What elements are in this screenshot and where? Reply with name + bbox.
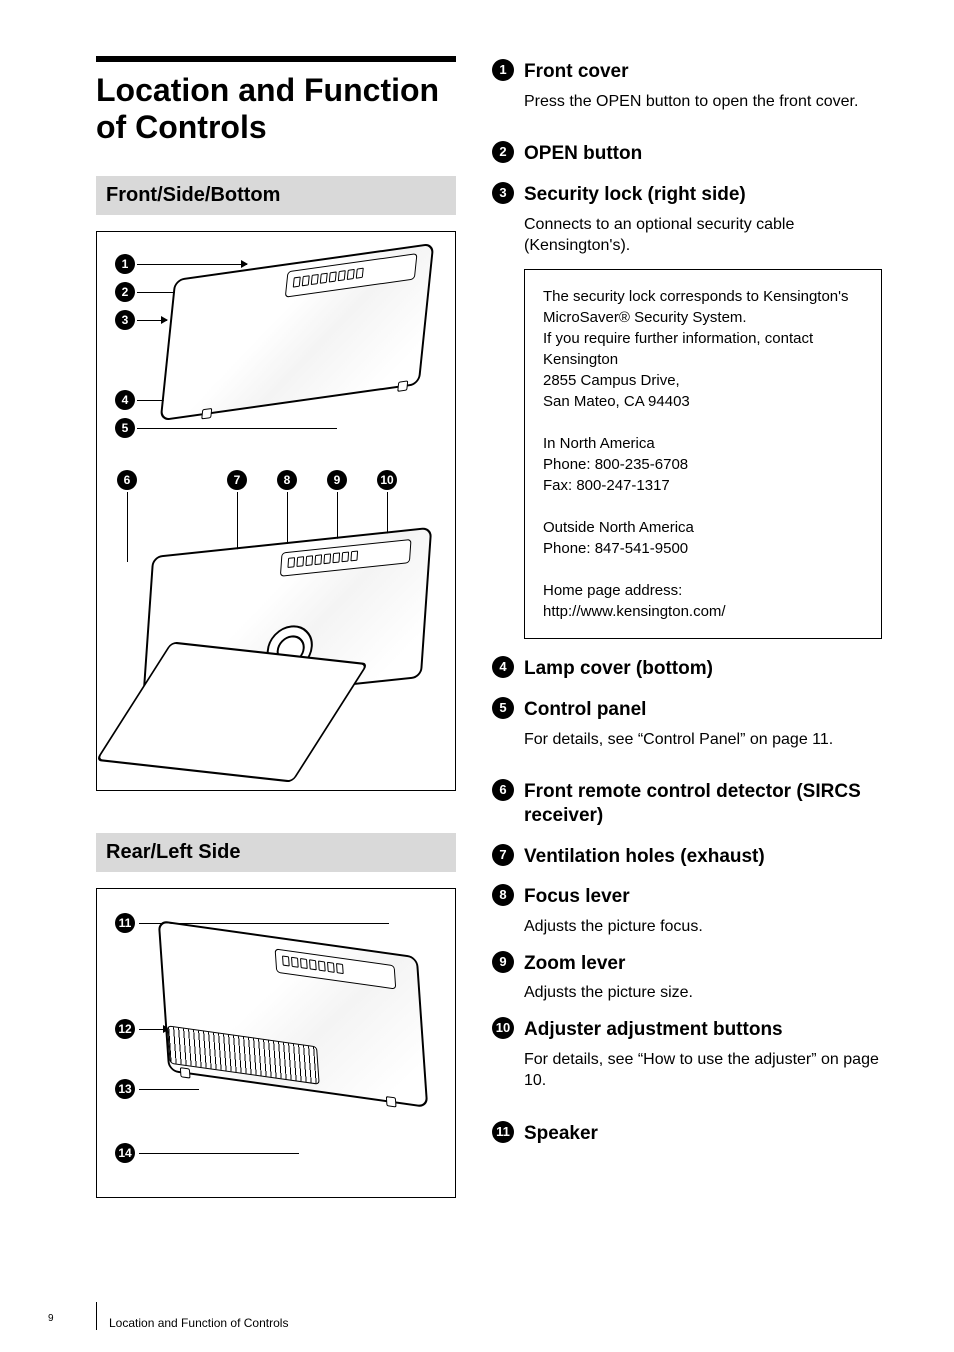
- section-heading-front: Front/Side/Bottom: [96, 176, 456, 215]
- callout-9-icon: 9: [327, 470, 347, 490]
- callout-1-icon: 1: [115, 254, 135, 274]
- figure-front-side-bottom: 1 2 3 4 5: [96, 231, 456, 791]
- item-label: Control panel: [524, 697, 882, 722]
- list-item: 3 Security lock (right side): [492, 179, 882, 210]
- figure-rear-left-side: 11 12 13 14: [96, 888, 456, 1198]
- item-label: OPEN button: [524, 141, 882, 166]
- list-item: 7 Ventilation holes (exhaust): [492, 841, 882, 872]
- list-item: 10 Adjuster adjustment buttons: [492, 1014, 882, 1045]
- right-column: 1 Front cover Press the OPEN button to op…: [492, 56, 882, 1198]
- item-label: Ventilation holes (exhaust): [524, 844, 882, 869]
- bullet-11-icon: 11: [492, 1121, 514, 1143]
- callout-11-icon: 11: [115, 913, 135, 933]
- adjuster-foot: [201, 408, 212, 420]
- bullet-3-icon: 3: [492, 182, 514, 204]
- page-footer: Location and Function of Controls: [96, 1302, 288, 1330]
- bullet-1-icon: 1: [492, 59, 514, 81]
- callout-4-icon: 4: [115, 390, 135, 410]
- two-column-layout: Location and Function of Controls Front/…: [96, 56, 882, 1198]
- callout-12-icon: 12: [115, 1019, 135, 1039]
- item-label: Front cover: [524, 59, 882, 84]
- bullet-9-icon: 9: [492, 951, 514, 973]
- callout-6-icon: 6: [117, 470, 137, 490]
- callout-13-icon: 13: [115, 1079, 135, 1099]
- list-item: 9 Zoom lever: [492, 948, 882, 979]
- section-heading-rear: Rear/Left Side: [96, 833, 456, 872]
- adjuster-foot: [386, 1096, 397, 1108]
- leader-line: [139, 1089, 199, 1090]
- leader-line: [137, 264, 247, 265]
- callout-10-icon: 10: [377, 470, 397, 490]
- front-cover-flap: [95, 641, 368, 782]
- bullet-5-icon: 5: [492, 697, 514, 719]
- list-item: 6 Front remote control detector (SIRCS re…: [492, 776, 882, 831]
- item-subtext: Press the OPEN button to open the front …: [524, 91, 882, 113]
- list-item: 1 Front cover: [492, 56, 882, 87]
- manual-page: Location and Function of Controls Front/…: [0, 0, 954, 1352]
- item-label: Focus lever: [524, 884, 882, 909]
- item-subtext: Adjusts the picture focus.: [524, 916, 882, 938]
- bullet-8-icon: 8: [492, 884, 514, 906]
- item-subtext: For details, see “How to use the adjuste…: [524, 1049, 882, 1092]
- left-column: Location and Function of Controls Front/…: [96, 56, 456, 1198]
- info-box: The security lock corresponds to Kensing…: [524, 269, 882, 639]
- control-panel-sketch: [280, 539, 412, 577]
- leader-line: [137, 320, 167, 321]
- callout-description-list: 1 Front cover Press the OPEN button to op…: [492, 56, 882, 1149]
- list-item: 4 Lamp cover (bottom): [492, 653, 882, 684]
- item-subtext: For details, see “Control Panel” on page…: [524, 729, 882, 751]
- item-subtext: Connects to an optional security cable (…: [524, 214, 882, 257]
- item-label: Zoom lever: [524, 951, 882, 976]
- adjuster-foot: [397, 380, 408, 392]
- title-rule: [96, 56, 456, 62]
- bullet-4-icon: 4: [492, 656, 514, 678]
- callout-3-icon: 3: [115, 310, 135, 330]
- list-item: 8 Focus lever: [492, 881, 882, 912]
- footer-caption: Location and Function of Controls: [109, 1316, 288, 1330]
- item-label: Speaker: [524, 1121, 882, 1146]
- projector-illustration-top: [160, 242, 435, 421]
- item-subtext: Adjusts the picture size.: [524, 982, 882, 1004]
- projector-illustration-rear: [158, 920, 428, 1108]
- callout-7-icon: 7: [227, 470, 247, 490]
- bullet-7-icon: 7: [492, 844, 514, 866]
- callout-5-icon: 5: [115, 418, 135, 438]
- bullet-6-icon: 6: [492, 779, 514, 801]
- leader-line: [139, 1153, 299, 1154]
- callout-14-icon: 14: [115, 1143, 135, 1163]
- control-panel-sketch: [285, 253, 418, 298]
- page-title: Location and Function of Controls: [96, 72, 456, 146]
- control-panel-sketch: [275, 948, 397, 989]
- bullet-10-icon: 10: [492, 1017, 514, 1039]
- list-item: 11 Speaker: [492, 1118, 882, 1149]
- bullet-2-icon: 2: [492, 141, 514, 163]
- leader-line: [127, 492, 128, 562]
- item-label: Front remote control detector (SIRCS rec…: [524, 779, 882, 828]
- info-text: The security lock corresponds to Kensing…: [543, 288, 849, 620]
- adjuster-foot: [180, 1067, 191, 1079]
- page-number: 9: [48, 1313, 54, 1324]
- item-label: Security lock (right side): [524, 182, 882, 207]
- item-label: Lamp cover (bottom): [524, 656, 882, 681]
- list-item: 5 Control panel: [492, 694, 882, 725]
- callout-row: 6 7 8 9 10: [117, 470, 397, 490]
- item-label: Adjuster adjustment buttons: [524, 1017, 882, 1042]
- leader-line: [137, 428, 337, 429]
- callout-2-icon: 2: [115, 282, 135, 302]
- callout-8-icon: 8: [277, 470, 297, 490]
- list-item: 2 OPEN button: [492, 138, 882, 169]
